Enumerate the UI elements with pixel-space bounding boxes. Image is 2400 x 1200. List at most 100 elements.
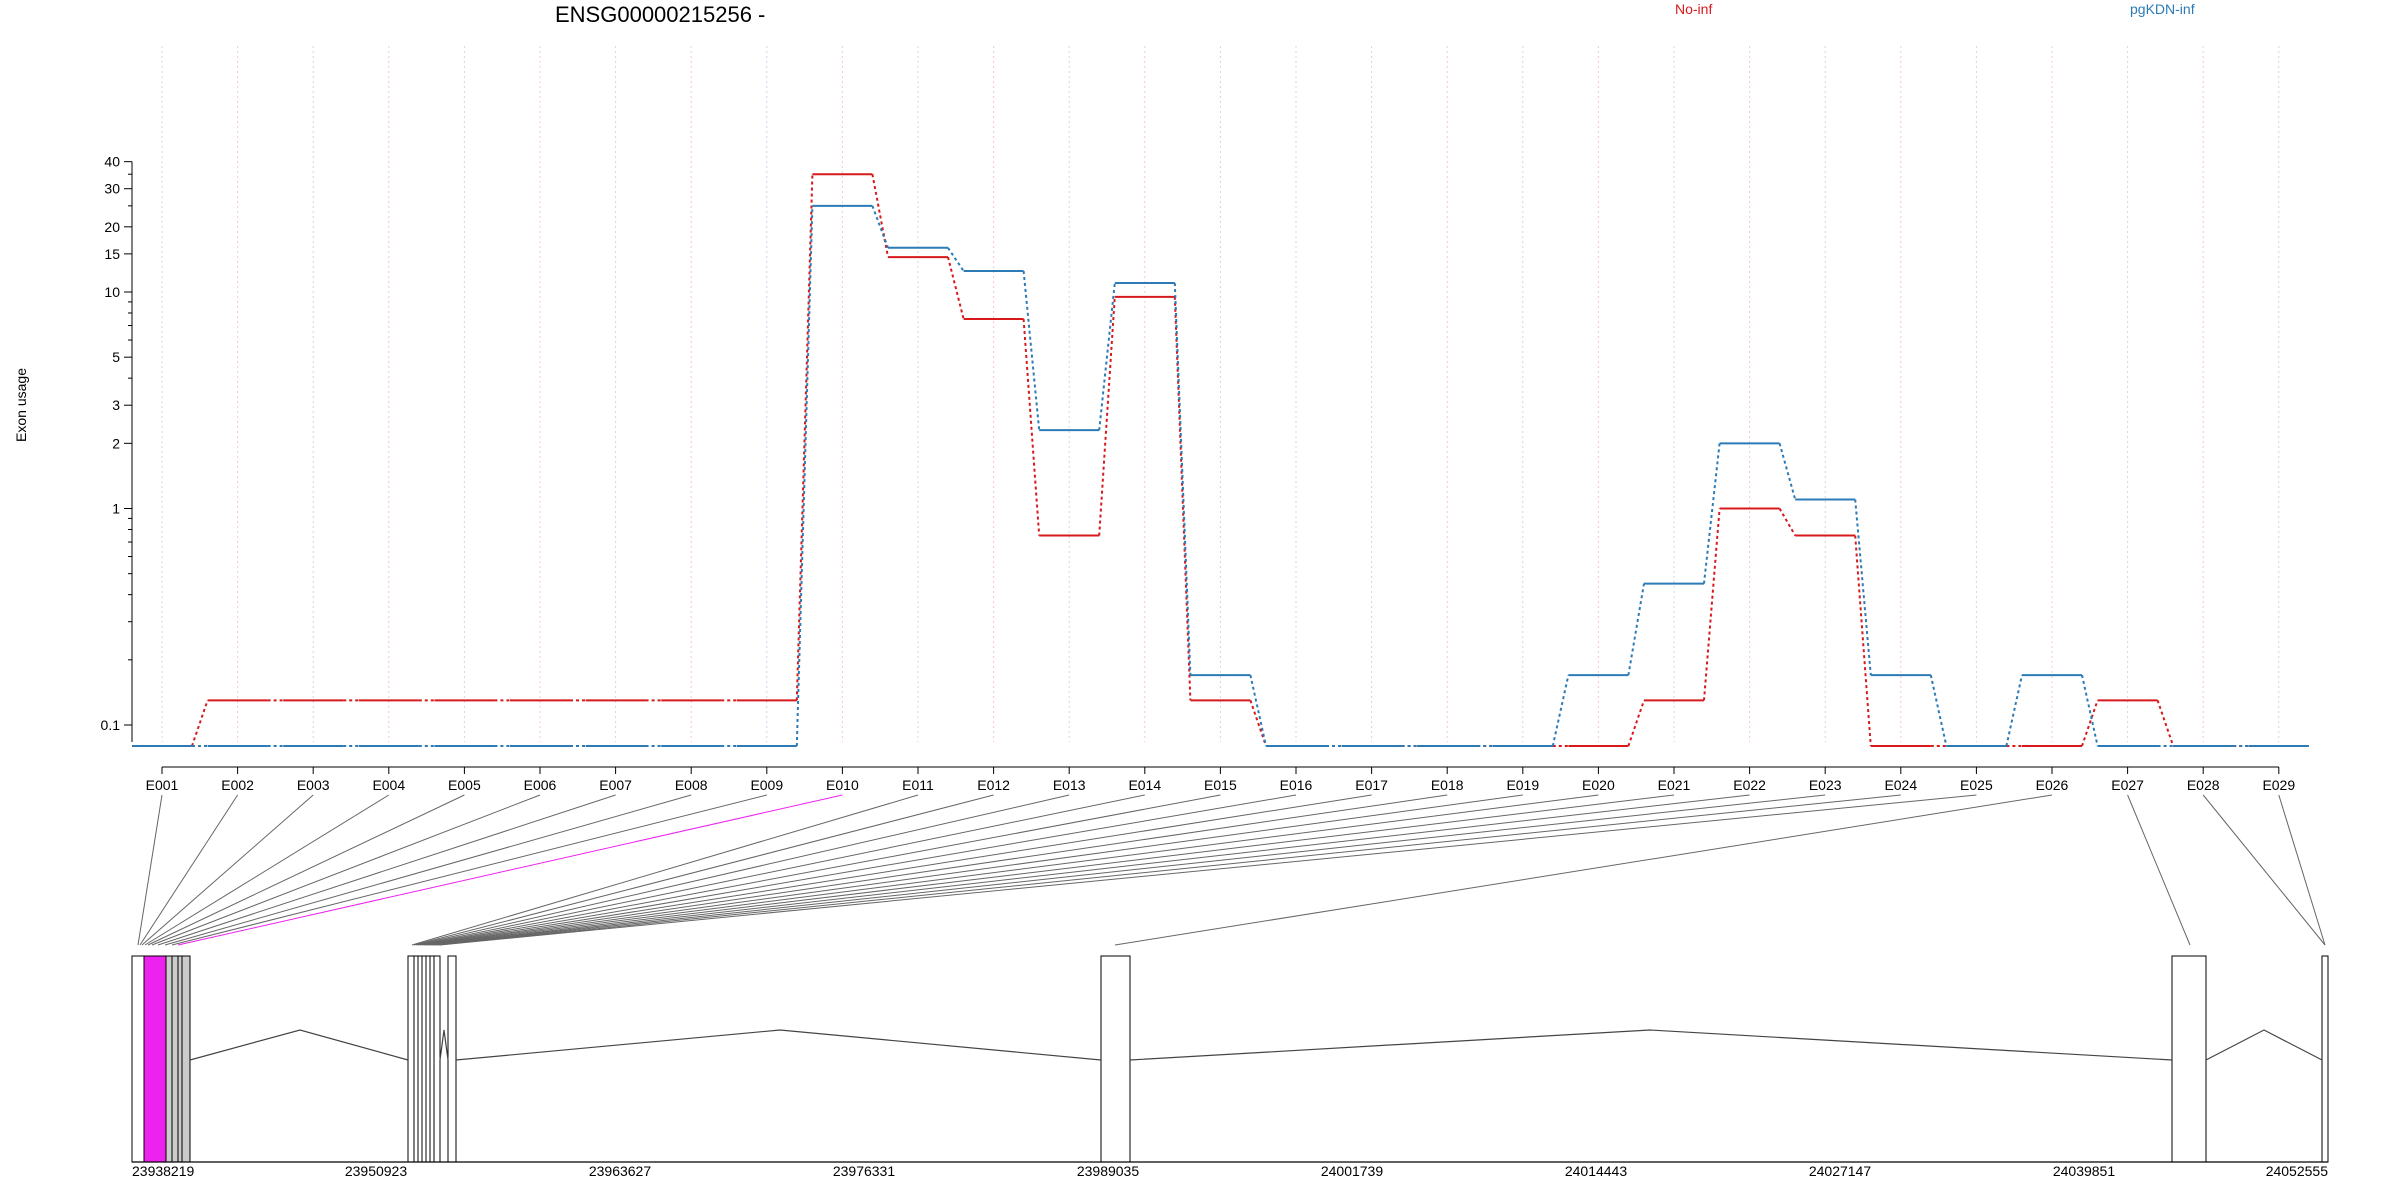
y-tick-label-3: 3: [112, 397, 120, 413]
connector-No-inf: [947, 256, 965, 320]
connector-pgKDN-inf: [1022, 270, 1041, 431]
exon-link-E010: [177, 794, 843, 946]
exon-box: [421, 955, 427, 1163]
legend-no-inf: No-inf: [1675, 1, 1712, 17]
exon-link-E020: [429, 794, 1599, 946]
exon-box: [407, 955, 415, 1163]
intron-line: [1129, 1029, 2173, 1061]
exon-box: [2171, 955, 2207, 1163]
connector-pgKDN-inf: [1854, 499, 1872, 676]
connector-pgKDN-inf: [871, 205, 889, 249]
connector-pgKDN-inf: [1098, 282, 1116, 431]
exon-link-E003: [141, 794, 314, 946]
x-tick-label-E008: E008: [675, 777, 708, 793]
y-tick-label-2: 2: [112, 435, 120, 451]
x-tick-label-E021: E021: [1658, 777, 1691, 793]
x-tick-label-E019: E019: [1506, 777, 1539, 793]
y-axis-label: Exon usage: [13, 368, 29, 442]
y-tick-label-20: 20: [104, 219, 120, 235]
exon-gridlines: [161, 46, 2280, 742]
series-pgKDN-inf: [132, 204, 2309, 747]
intron-line: [439, 1029, 449, 1061]
exon-link-E019: [427, 794, 1523, 946]
coord-tick-label: 24052555: [2266, 1163, 2329, 1179]
series-No-inf: [132, 173, 2309, 747]
x-tick-label-E014: E014: [1128, 777, 1161, 793]
exon-link-E029: [2278, 794, 2326, 946]
x-tick-label-E015: E015: [1204, 777, 1237, 793]
x-tick-label-E018: E018: [1431, 777, 1464, 793]
x-tick-label-E022: E022: [1733, 777, 1766, 793]
exon-box: [429, 955, 435, 1163]
y-tick-label-0.1: 0.1: [101, 717, 121, 733]
coord-tick-label: 23989035: [1077, 1163, 1140, 1179]
x-tick-label-E007: E007: [599, 777, 632, 793]
coord-tick-label: 24039851: [2053, 1163, 2116, 1179]
connector-pgKDN-inf: [1929, 674, 1948, 747]
exon-link-E022: [433, 794, 1750, 946]
coord-tick-label: 23938219: [132, 1163, 195, 1179]
exon-box: [417, 955, 423, 1163]
exon-link-E007: [157, 794, 616, 946]
legend-pgkdn-inf: pgKDN-inf: [2130, 1, 2195, 17]
exon-box: [413, 955, 419, 1163]
x-tick-label-E028: E028: [2187, 777, 2220, 793]
y-tick-label-30: 30: [104, 181, 120, 197]
exon-link-E005: [147, 794, 465, 946]
connector-No-inf: [2156, 700, 2175, 747]
connector-No-inf: [1022, 318, 1041, 536]
connector-No-inf: [2081, 700, 2099, 747]
gene-model: [131, 955, 2329, 1163]
connector-No-inf: [1778, 508, 1797, 537]
connector-pgKDN-inf: [2081, 674, 2099, 747]
exon-link-E002: [139, 794, 239, 946]
coord-tick-label: 23950923: [345, 1163, 408, 1179]
exon-box: [447, 955, 457, 1163]
connector-pgKDN-inf: [1703, 443, 1721, 584]
x-tick-label-E023: E023: [1809, 777, 1842, 793]
exon-link-E023: [435, 794, 1826, 946]
connector-pgKDN-inf: [947, 247, 965, 272]
connector-No-inf: [1249, 700, 1267, 747]
exon-link-E021: [431, 794, 1675, 946]
exon-link-E012: [413, 794, 994, 946]
connector-pgKDN-inf: [1627, 583, 1645, 676]
x-tick-label-E017: E017: [1355, 777, 1388, 793]
x-tick-label-E013: E013: [1053, 777, 1086, 793]
connector-pgKDN-inf: [1551, 674, 1570, 747]
exon-link-E026: [1114, 794, 2053, 946]
x-tick-label-E027: E027: [2111, 777, 2144, 793]
x-tick-label-E004: E004: [372, 777, 405, 793]
connector-No-inf: [1627, 700, 1645, 747]
coord-tick-label: 24001739: [1321, 1163, 1384, 1179]
intron-line: [455, 1029, 1102, 1061]
exon-box: [433, 955, 441, 1163]
x-tick-label-E002: E002: [221, 777, 254, 793]
exon-link-E028: [2202, 794, 2326, 946]
x-tick-label-E025: E025: [1960, 777, 1993, 793]
connector-pgKDN-inf: [1249, 674, 1267, 747]
exon-link-E011: [411, 794, 919, 946]
exon-box: [425, 955, 431, 1163]
coord-tick-label: 23976331: [833, 1163, 896, 1179]
exon-link-E025: [439, 794, 1977, 946]
x-tick-label-E005: E005: [448, 777, 481, 793]
connector-No-inf: [1098, 296, 1116, 536]
x-axis: E001 E002 E003 E004 E005 E006 E007 E008 E009 E010…: [146, 766, 2295, 793]
x-tick-label-E016: E016: [1280, 777, 1313, 793]
y-tick-label-5: 5: [112, 349, 120, 365]
exon-link-E014: [417, 794, 1145, 946]
y-tick-label-1: 1: [112, 501, 120, 517]
connector-pgKDN-inf: [1778, 443, 1797, 500]
x-tick-label-E020: E020: [1582, 777, 1615, 793]
exon-link-E006: [151, 794, 541, 946]
exon-link-E009: [171, 794, 767, 946]
exon-link-E024: [437, 794, 1901, 946]
x-tick-label-E003: E003: [297, 777, 330, 793]
exon-link-E017: [423, 794, 1372, 946]
series-lines: [132, 173, 2309, 747]
genomic-coordinate-axis: 23938219 23950923 23963627 23976331 23989035…: [132, 1161, 2329, 1179]
exon-link-E004: [144, 794, 390, 946]
y-tick-label-10: 10: [104, 284, 120, 300]
